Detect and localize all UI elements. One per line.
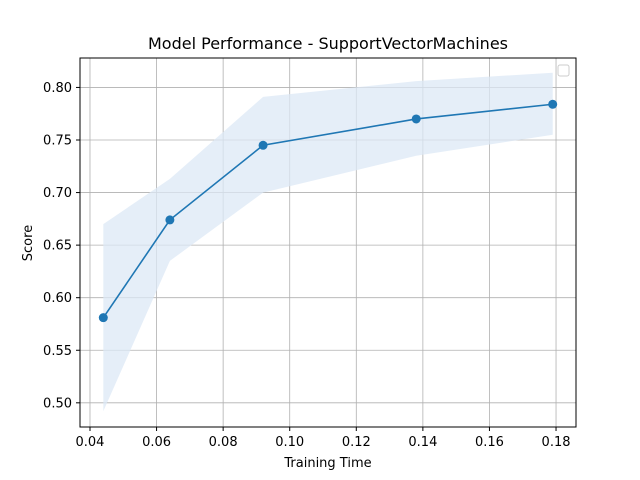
- x-axis-ticks: 0.04 0.06 0.08 0.10 0.12 0.14 0.16 0.18: [76, 427, 571, 450]
- y-tick-label: 0.60: [43, 291, 72, 306]
- data-point: [411, 114, 421, 124]
- x-tick-label: 0.16: [475, 435, 504, 450]
- confidence-band-layer: [103, 72, 553, 412]
- y-tick-label: 0.55: [43, 344, 72, 359]
- y-tick-label: 0.80: [43, 81, 72, 96]
- y-axis-label: Score: [21, 225, 36, 261]
- y-tick-label: 0.65: [43, 239, 72, 254]
- chart-title: Model Performance - SupportVectorMachine…: [148, 34, 508, 53]
- x-tick-label: 0.14: [408, 435, 437, 450]
- plot-frame: [79, 57, 577, 428]
- x-tick-label: 0.18: [542, 435, 571, 450]
- x-tick-label: 0.12: [342, 435, 371, 450]
- data-point: [165, 215, 175, 225]
- x-tick-label: 0.04: [76, 435, 105, 450]
- y-tick-label: 0.70: [43, 186, 72, 201]
- data-point: [548, 99, 558, 109]
- x-tick-label: 0.06: [142, 435, 171, 450]
- y-tick-label: 0.75: [43, 134, 72, 149]
- x-tick-label: 0.08: [209, 435, 238, 450]
- x-axis-label: Training Time: [283, 456, 371, 471]
- data-point-layer: [98, 99, 558, 323]
- legend-box: [557, 64, 570, 77]
- y-tick-label: 0.50: [43, 396, 72, 411]
- data-point: [98, 313, 108, 323]
- x-tick-label: 0.10: [275, 435, 304, 450]
- y-axis-ticks: 0.50 0.55 0.60 0.65 0.70 0.75 0.80: [43, 81, 80, 411]
- confidence-band: [103, 72, 553, 412]
- data-point: [258, 140, 268, 150]
